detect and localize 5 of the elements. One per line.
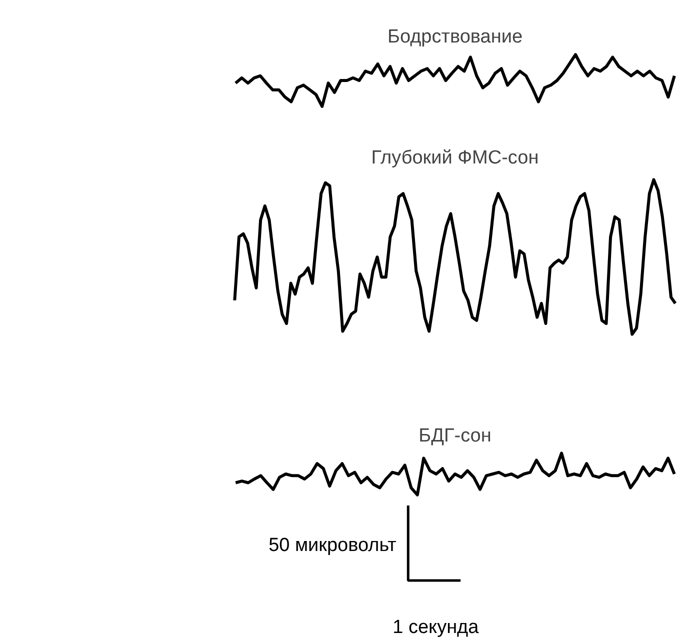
chart-title: Глубокий ФМС-сон <box>371 148 539 168</box>
text: 1 секунда <box>392 617 480 638</box>
chart-title: Бодрствование <box>387 26 523 48</box>
text: 50 микровольт <box>268 535 397 556</box>
chart-title: БДГ-сон <box>418 426 492 446</box>
